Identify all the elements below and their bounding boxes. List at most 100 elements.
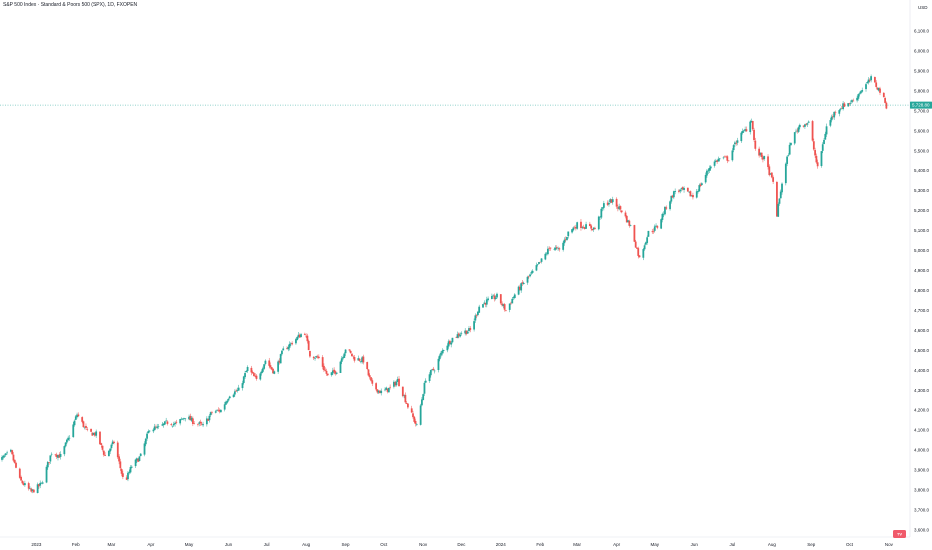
candle-body	[429, 370, 432, 376]
price-tick-label: 5,200.0	[914, 208, 930, 213]
candle-body	[793, 132, 796, 144]
candle-body	[349, 350, 352, 353]
candle-body	[485, 299, 488, 305]
candle-body	[620, 210, 623, 213]
price-tick-label: 3,700.0	[914, 508, 930, 513]
price-tick-label: 4,700.0	[914, 308, 930, 313]
candle-body	[624, 212, 627, 217]
candle-body	[29, 488, 31, 489]
candle-body	[681, 187, 684, 190]
candle-body	[139, 453, 142, 457]
candle-body	[860, 91, 862, 94]
candle-body	[296, 336, 299, 340]
candle-body	[608, 202, 610, 205]
candle-body	[226, 400, 229, 403]
candle-body	[840, 108, 843, 109]
candle-body	[309, 350, 311, 357]
candle-body	[109, 448, 112, 452]
candle-body	[885, 102, 888, 109]
candle-body	[695, 191, 698, 198]
candle-body	[564, 239, 567, 240]
candle-body	[331, 370, 334, 374]
candle-body	[157, 426, 160, 427]
candle-body	[440, 352, 442, 356]
candle-body	[625, 215, 628, 223]
candle-body	[166, 421, 169, 424]
candle-body	[834, 112, 837, 114]
candle-body	[704, 174, 707, 183]
time-tick-label: Aug	[302, 542, 311, 547]
candle-body	[665, 207, 668, 209]
candle-body	[10, 449, 12, 452]
time-tick-label: Feb	[72, 542, 80, 547]
plot-area[interactable]	[0, 74, 888, 494]
candle-body	[358, 358, 361, 361]
candle-body	[784, 163, 787, 184]
candle-body	[38, 484, 40, 487]
candle-body	[6, 452, 8, 454]
candle-body	[433, 370, 436, 372]
candle-body	[660, 219, 663, 229]
candle-body	[403, 395, 405, 397]
candle-body	[849, 102, 852, 104]
candle-body	[282, 348, 285, 351]
candle-body	[494, 297, 497, 300]
candle-body	[518, 286, 521, 290]
candle-body	[633, 225, 636, 242]
candle-body	[851, 100, 853, 103]
candle-body	[585, 224, 587, 229]
candle-body	[615, 198, 618, 207]
candle-body	[555, 247, 558, 248]
time-tick-label: Dec	[457, 542, 466, 547]
candle-body	[404, 394, 407, 403]
price-tick-label: 4,500.0	[914, 348, 930, 353]
candle-body	[152, 429, 155, 432]
candle-body	[298, 334, 301, 338]
candle-body	[735, 143, 738, 144]
time-tick-label: Nov	[885, 542, 894, 547]
chart-title: S&P 500 Index · Standard & Poors 500 (SP…	[3, 2, 138, 8]
candle-body	[165, 420, 168, 422]
candle-body	[107, 450, 110, 457]
logo-badge	[893, 530, 906, 538]
candle-body	[323, 365, 325, 371]
candle-body	[289, 342, 292, 344]
candle-body	[540, 258, 543, 262]
candle-body	[830, 116, 833, 121]
candle-body	[119, 461, 122, 469]
candle-body	[31, 489, 34, 491]
candle-body	[244, 373, 246, 378]
candle-body	[611, 199, 614, 203]
candle-body	[664, 206, 666, 215]
candle-body	[102, 450, 105, 455]
time-tick-label: 2024	[496, 542, 507, 547]
candle-body	[616, 207, 619, 209]
candle-body	[110, 444, 113, 449]
candle-body	[865, 84, 867, 90]
price-axis[interactable]: 3,600.0 3,700.0 3,800.0 3,900.0 4,000.0 4,100…	[909, 0, 930, 537]
candle-body	[503, 304, 506, 310]
candle-body	[259, 373, 262, 380]
candle-body	[581, 227, 584, 229]
candle-body	[85, 425, 87, 429]
candle-body	[41, 482, 44, 484]
candle-body	[118, 456, 120, 462]
candle-body	[441, 350, 444, 354]
candle-body	[839, 108, 842, 110]
candle-body	[82, 421, 85, 428]
candle-body	[401, 386, 404, 397]
time-axis[interactable]: 2023 Feb Mar Apr May Jun Jul Aug Sep Oct Nov Dec 202…	[0, 536, 910, 547]
candle-body	[12, 454, 15, 461]
candle-body	[20, 476, 22, 481]
candle-body	[46, 461, 49, 468]
candle-body	[273, 371, 276, 374]
time-tick-label: Jul	[730, 542, 736, 547]
price-tick-label: 3,800.0	[914, 488, 930, 493]
candle-body	[790, 142, 792, 146]
candle-body	[496, 293, 498, 298]
candle-body	[156, 426, 159, 428]
candle-body	[125, 477, 128, 480]
candle-body	[278, 360, 281, 363]
candle-body	[143, 443, 146, 455]
